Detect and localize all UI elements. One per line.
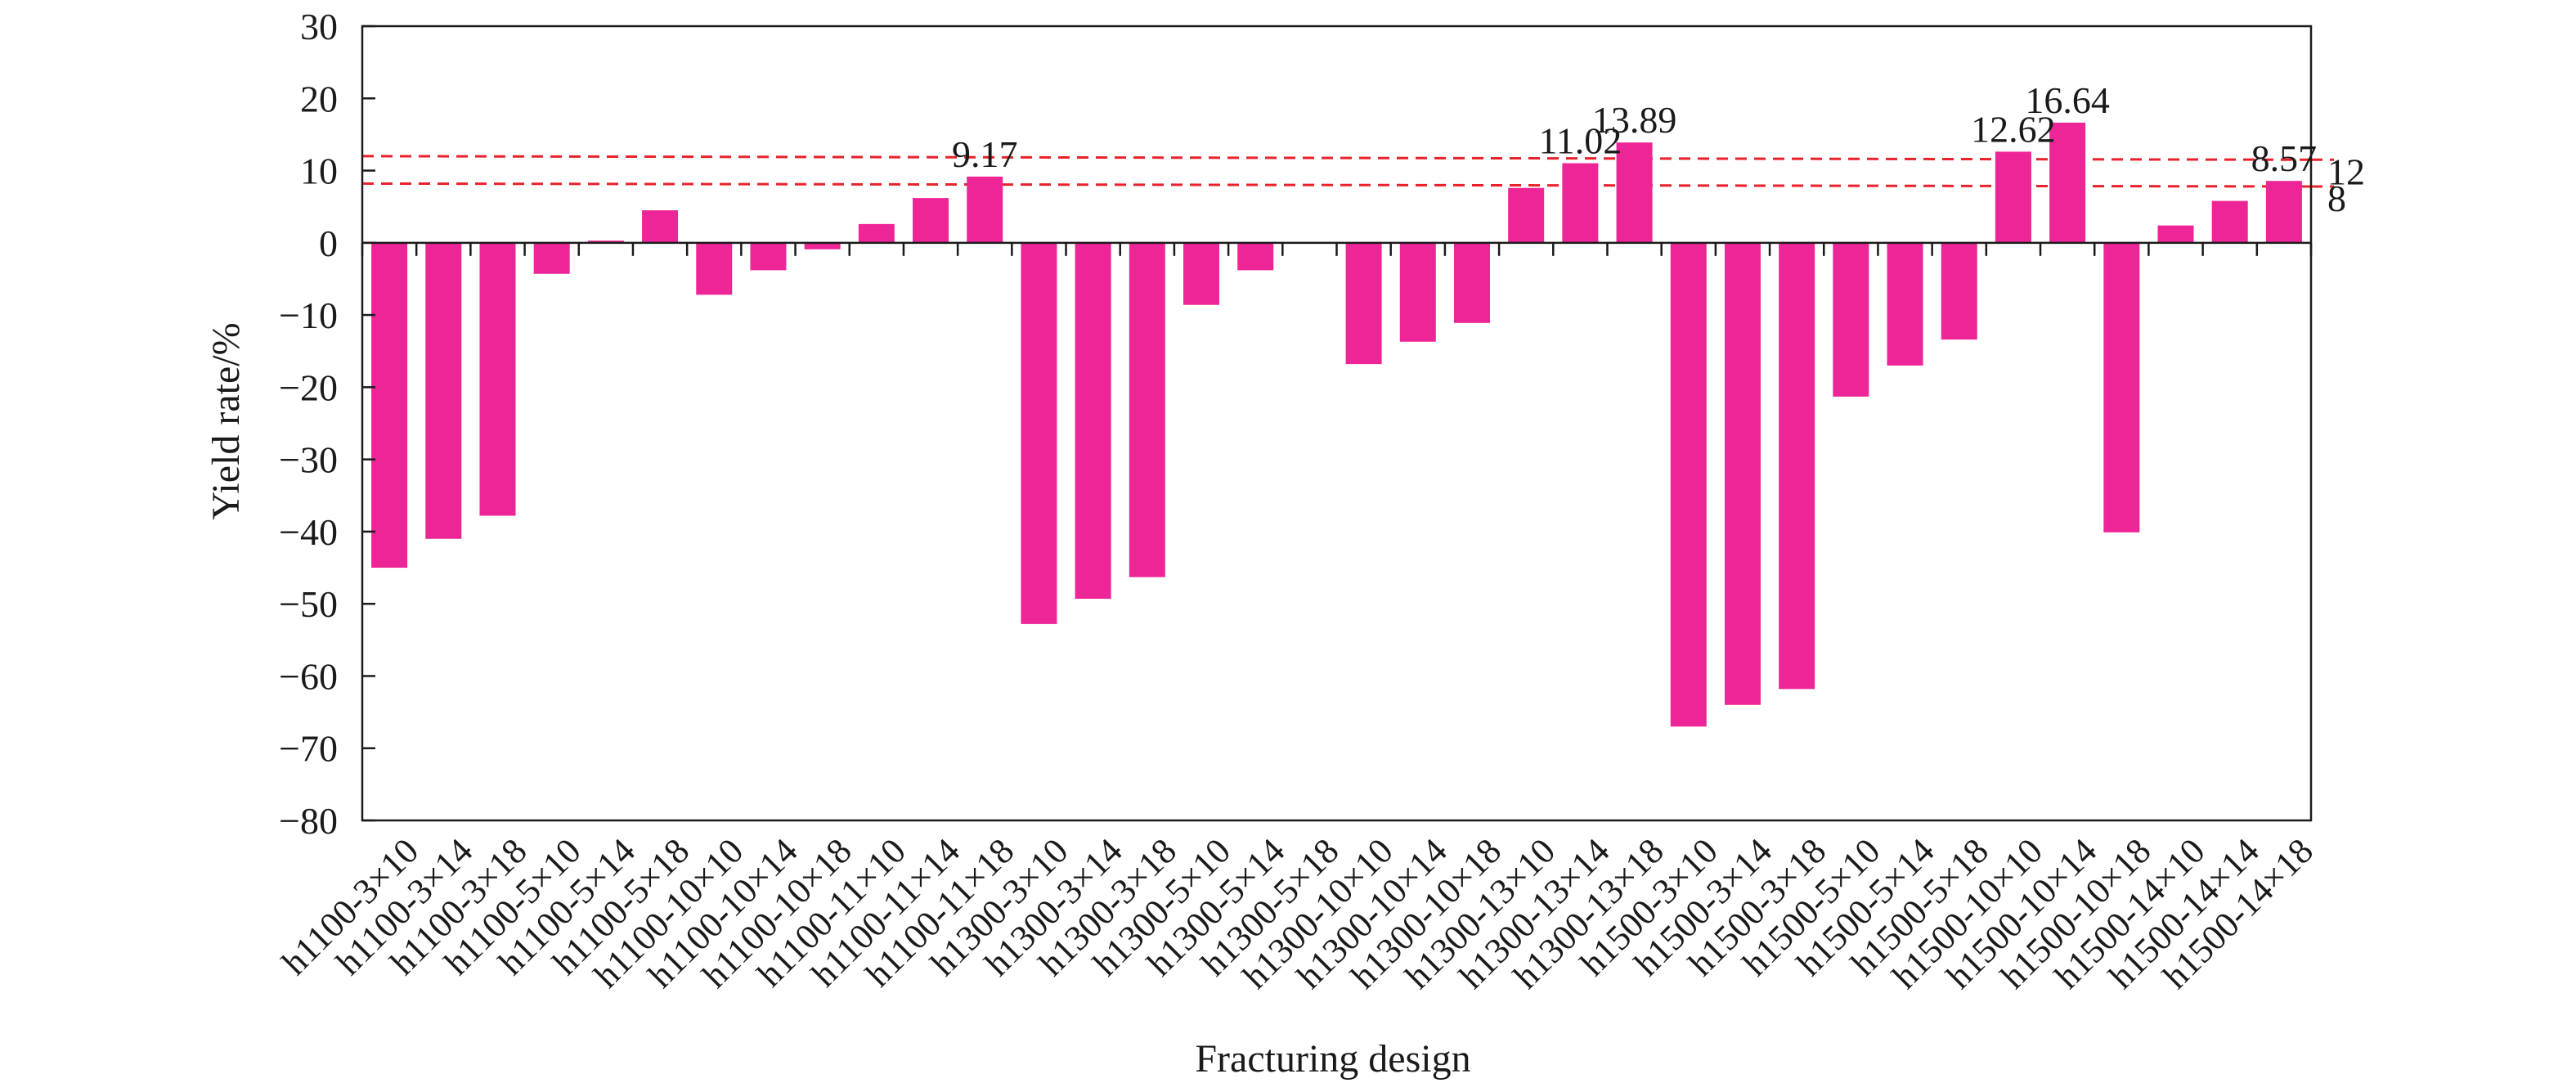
bar-h1300-3×18 [1129,242,1165,577]
bar-h1100-3×10 [371,242,408,568]
reference-line-label: 8 [2327,178,2346,219]
plot-frame [361,25,2313,822]
bar-h1500-5×18 [1941,242,1977,340]
x-tick-labels: h1100-3×10h1100-3×14h1100-3×18h1100-5×10… [274,830,2321,996]
y-tick-label: −80 [279,800,338,842]
data-label: 11.02 [1538,120,1622,162]
reference-line-label: 12 [2327,151,2365,192]
data-label: 9.17 [952,133,1018,175]
bar-h1100-11×18 [967,176,1003,243]
y-tick-label: −10 [279,294,338,336]
bar-h1100-11×14 [913,198,949,243]
bar-h1300-5×10 [1183,242,1220,305]
data-label: 16.64 [2025,79,2110,121]
bar-h1100-5×18 [642,210,679,243]
bars [371,122,2302,727]
bar-h1300-3×10 [1021,242,1057,624]
y-tick-label: −70 [279,728,338,770]
bar-h1500-10×18 [2103,242,2140,533]
bar-h1500-14×10 [2157,225,2194,243]
reference-lines [361,155,2334,188]
data-label: 13.89 [1592,99,1677,141]
x-axis-label: Fracturing design [1195,1037,1470,1081]
bar-h1300-13×14 [1562,163,1599,243]
bar-h1500-3×14 [1724,242,1761,705]
y-tick-labels: 30 20 10 0 −10 −20 −30 −40 −50 −60 −70 −80 [279,6,338,842]
bar-h1300-10×10 [1345,242,1382,365]
bar-h1100-5×14 [587,240,624,243]
y-tick-label: 10 [300,151,338,192]
bar-h1100-3×14 [425,242,462,539]
bar-h1500-10×14 [2049,122,2086,243]
bar-h1300-10×14 [1399,242,1436,342]
bar-h1100-10×14 [750,242,787,271]
data-label: 12.62 [1971,108,2056,150]
data-label: 8.57 [2251,137,2318,179]
bar-h1300-10×18 [1453,242,1490,323]
bar-h1100-11×10 [858,223,895,243]
bar-h1500-14×14 [2211,200,2248,243]
bar-h1100-5×10 [533,242,570,274]
bar-h1100-10×10 [696,242,733,295]
y-tick-label: 20 [300,78,338,119]
y-tick-label: 0 [319,222,338,264]
y-tick-label: −40 [279,511,338,553]
bar-h1300-13×10 [1508,187,1545,243]
y-tick-label: −50 [279,583,338,625]
bar-h1300-13×18 [1616,142,1653,243]
bar-h1500-5×14 [1887,242,1923,366]
bar-h1100-10×18 [804,242,841,249]
bar-h1500-3×18 [1779,242,1815,690]
bar-h1500-14×18 [2265,181,2302,243]
bar-h1500-5×10 [1833,242,1869,397]
reference-line-8 [361,182,2312,188]
bar-h1500-10×10 [1995,151,2031,243]
bar-h1300-5×14 [1237,242,1274,271]
y-tick-label: 30 [300,6,338,47]
y-tick-label: −20 [279,366,338,408]
axes [361,25,2313,822]
y-axis-label: Yield rate/% [204,322,248,519]
reference-line-labels: 128 [2327,151,2365,219]
y-tick-label: −60 [279,655,338,697]
bar-h1100-3×18 [479,242,516,516]
y-tick-label: −30 [279,439,338,481]
reference-line-12 [361,155,2312,161]
bar-h1500-3×10 [1670,242,1707,727]
bar-h1300-3×14 [1075,242,1111,600]
